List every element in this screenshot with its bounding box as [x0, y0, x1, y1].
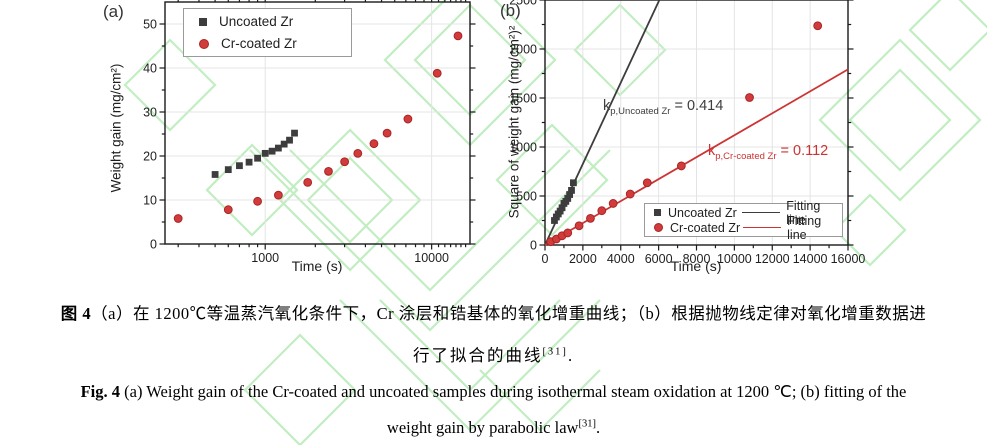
- svg-text:1000: 1000: [251, 251, 279, 265]
- svg-text:1500: 1500: [509, 91, 537, 105]
- svg-text:0: 0: [150, 237, 157, 251]
- caption-chinese-line2: 行了拟合的曲线[31].: [412, 346, 575, 365]
- square-marker-icon: [654, 209, 661, 216]
- red-fit-line-icon: [743, 227, 782, 228]
- legend-fit-label: Fitting line: [787, 213, 822, 242]
- svg-text:10000: 10000: [414, 251, 449, 265]
- svg-text:12000: 12000: [755, 252, 790, 266]
- svg-text:2000: 2000: [569, 252, 597, 266]
- chart-a-plot: 1000 10000 0 10 20 30 40 50: [143, 0, 476, 265]
- svg-text:2500: 2500: [509, 0, 537, 7]
- chart-b-ylabel: Square of weight gain (mg/cm²)²: [506, 25, 522, 219]
- chart-a-xlabel: Time (s): [291, 258, 343, 274]
- svg-text:500: 500: [516, 189, 537, 203]
- chart-a-panel: 1000 10000 0 10 20 30 40 50 (a) Weight gain (mg…: [95, 0, 490, 292]
- chart-b-legend: Uncoated Zr Fitting line Cr-coated Zr Fi…: [644, 199, 843, 242]
- kp-cr-coated-annotation: kp,Cr-coated Zr = 0.112: [708, 143, 829, 162]
- caption-english-line1: Fig. 4 (a) Weight gain of the Cr-coated …: [80, 382, 907, 401]
- legend-item-uncoated: Uncoated Zr Fitting line: [645, 199, 842, 227]
- legend-label: Uncoated Zr: [219, 14, 294, 29]
- circle-marker-icon: [199, 38, 209, 49]
- svg-text:20: 20: [143, 149, 157, 163]
- legend-label: Cr-coated Zr: [221, 36, 297, 51]
- svg-text:14000: 14000: [793, 252, 828, 266]
- svg-text:40: 40: [143, 61, 157, 75]
- legend-item-uncoated: Uncoated Zr: [184, 11, 351, 33]
- svg-text:2000: 2000: [509, 42, 537, 56]
- caption-english-line2: weight gain by parabolic law[31].: [386, 418, 601, 437]
- svg-text:10: 10: [143, 193, 157, 207]
- svg-text:16000: 16000: [831, 252, 866, 266]
- legend-label: Uncoated Zr: [668, 205, 737, 220]
- panel-b-label: (b): [500, 1, 521, 20]
- legend-item-cr-coated: Cr-coated Zr: [184, 33, 351, 55]
- svg-text:4000: 4000: [607, 252, 635, 266]
- svg-text:30: 30: [143, 105, 157, 119]
- legend-item-cr-coated: Cr-coated Zr Fitting line: [645, 214, 842, 242]
- chart-b-panel: 0 2000 4000 6000 8000 10000 12000 14000 16000 0 50…: [490, 0, 987, 292]
- svg-text:10000: 10000: [717, 252, 752, 266]
- legend-fit-label: Fitting line: [786, 198, 821, 227]
- svg-text:50: 50: [143, 17, 157, 31]
- panel-a-label: (a): [103, 2, 124, 21]
- circle-marker-icon: [654, 223, 663, 232]
- svg-text:0: 0: [542, 252, 549, 266]
- kp-uncoated-annotation: kp,Uncoated Zr = 0.414: [603, 98, 724, 117]
- chart-a-legend: Uncoated Zr Cr-coated Zr: [183, 8, 352, 57]
- chart-b-xlabel: Time (s): [670, 258, 722, 274]
- black-fit-line-icon: [742, 212, 781, 213]
- svg-text:6000: 6000: [645, 252, 673, 266]
- legend-label: Cr-coated Zr: [670, 220, 741, 235]
- svg-text:0: 0: [530, 238, 537, 252]
- svg-text:8000: 8000: [683, 252, 711, 266]
- svg-text:1000: 1000: [509, 140, 537, 154]
- square-marker-icon: [199, 17, 207, 26]
- chart-a-ylabel: Weight gain (mg/cm²): [108, 63, 124, 193]
- caption-chinese-line1: 图 4（a）在 1200℃等温蒸汽氧化条件下，Cr 涂层和锆基体的氧化增重曲线；…: [60, 304, 927, 323]
